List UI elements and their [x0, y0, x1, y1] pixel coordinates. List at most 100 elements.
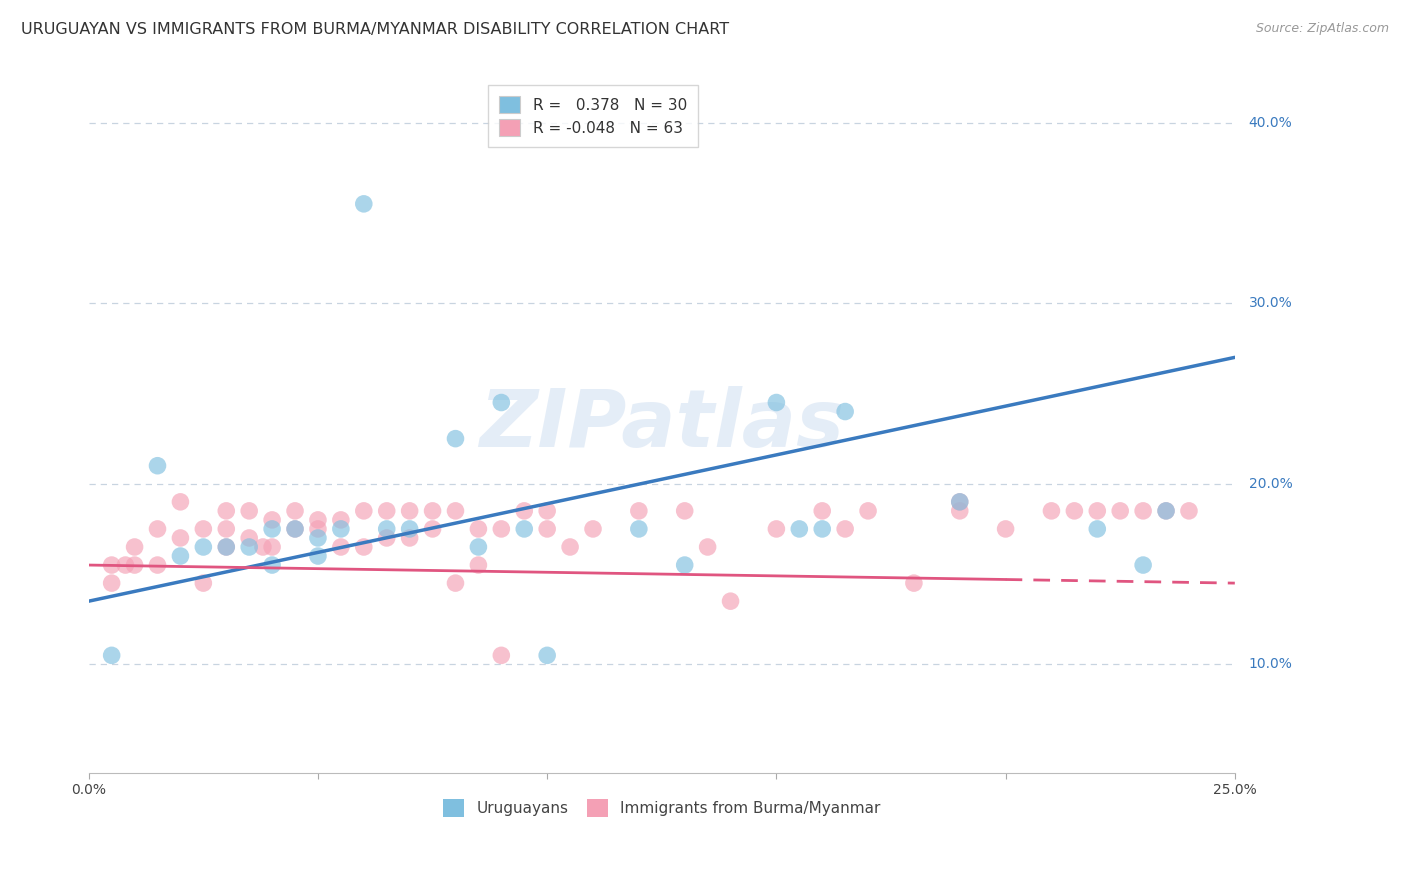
Legend: Uruguayans, Immigrants from Burma/Myanmar: Uruguayans, Immigrants from Burma/Myanma…	[436, 791, 889, 824]
Point	[284, 522, 307, 536]
Point	[307, 549, 329, 563]
Text: URUGUAYAN VS IMMIGRANTS FROM BURMA/MYANMAR DISABILITY CORRELATION CHART: URUGUAYAN VS IMMIGRANTS FROM BURMA/MYANM…	[21, 22, 730, 37]
Point	[262, 522, 284, 536]
Point	[284, 504, 307, 518]
Point	[193, 522, 215, 536]
Point	[903, 576, 925, 591]
Point	[491, 522, 513, 536]
Point	[467, 540, 489, 554]
Point	[329, 513, 352, 527]
Point	[353, 540, 375, 554]
Point	[491, 648, 513, 663]
Point	[444, 504, 467, 518]
Point	[627, 522, 650, 536]
Point	[444, 576, 467, 591]
Point	[124, 558, 146, 572]
Point	[252, 540, 274, 554]
Point	[169, 531, 191, 545]
Point	[1132, 558, 1154, 572]
Point	[238, 540, 260, 554]
Point	[215, 540, 238, 554]
Point	[1132, 504, 1154, 518]
Point	[949, 504, 972, 518]
Point	[1085, 522, 1108, 536]
Point	[444, 432, 467, 446]
Point	[1040, 504, 1063, 518]
Point	[238, 504, 260, 518]
Point	[146, 522, 169, 536]
Text: ZIPatlas: ZIPatlas	[479, 386, 844, 464]
Point	[375, 522, 398, 536]
Point	[284, 522, 307, 536]
Point	[375, 531, 398, 545]
Point	[193, 540, 215, 554]
Point	[100, 576, 122, 591]
Point	[262, 558, 284, 572]
Point	[169, 495, 191, 509]
Point	[1154, 504, 1177, 518]
Point	[329, 522, 352, 536]
Point	[673, 504, 696, 518]
Point	[422, 504, 444, 518]
Point	[307, 513, 329, 527]
Point	[582, 522, 605, 536]
Point	[215, 504, 238, 518]
Point	[1178, 504, 1201, 518]
Point	[673, 558, 696, 572]
Point	[765, 395, 787, 409]
Point	[146, 458, 169, 473]
Point	[262, 513, 284, 527]
Point	[262, 540, 284, 554]
Text: 20.0%: 20.0%	[1249, 477, 1292, 491]
Point	[398, 522, 420, 536]
Text: Source: ZipAtlas.com: Source: ZipAtlas.com	[1256, 22, 1389, 36]
Point	[994, 522, 1017, 536]
Point	[114, 558, 136, 572]
Point	[1154, 504, 1177, 518]
Point	[398, 504, 420, 518]
Point	[1063, 504, 1085, 518]
Text: 40.0%: 40.0%	[1249, 116, 1292, 129]
Point	[146, 558, 169, 572]
Point	[765, 522, 787, 536]
Point	[949, 495, 972, 509]
Point	[353, 504, 375, 518]
Point	[467, 522, 489, 536]
Point	[856, 504, 879, 518]
Text: 10.0%: 10.0%	[1249, 657, 1292, 672]
Point	[467, 558, 489, 572]
Point	[307, 531, 329, 545]
Point	[834, 522, 856, 536]
Point	[375, 504, 398, 518]
Point	[834, 404, 856, 418]
Text: 30.0%: 30.0%	[1249, 296, 1292, 310]
Point	[100, 648, 122, 663]
Point	[536, 648, 558, 663]
Point	[513, 522, 536, 536]
Point	[558, 540, 581, 554]
Point	[422, 522, 444, 536]
Point	[215, 522, 238, 536]
Point	[949, 495, 972, 509]
Point	[696, 540, 718, 554]
Point	[513, 504, 536, 518]
Point	[169, 549, 191, 563]
Point	[1109, 504, 1132, 518]
Point	[100, 558, 122, 572]
Point	[353, 197, 375, 211]
Point	[536, 522, 558, 536]
Point	[491, 395, 513, 409]
Point	[627, 504, 650, 518]
Point	[215, 540, 238, 554]
Point	[811, 504, 834, 518]
Point	[787, 522, 810, 536]
Point	[536, 504, 558, 518]
Point	[720, 594, 742, 608]
Point	[124, 540, 146, 554]
Point	[238, 531, 260, 545]
Point	[811, 522, 834, 536]
Point	[1085, 504, 1108, 518]
Point	[329, 540, 352, 554]
Point	[193, 576, 215, 591]
Point	[398, 531, 420, 545]
